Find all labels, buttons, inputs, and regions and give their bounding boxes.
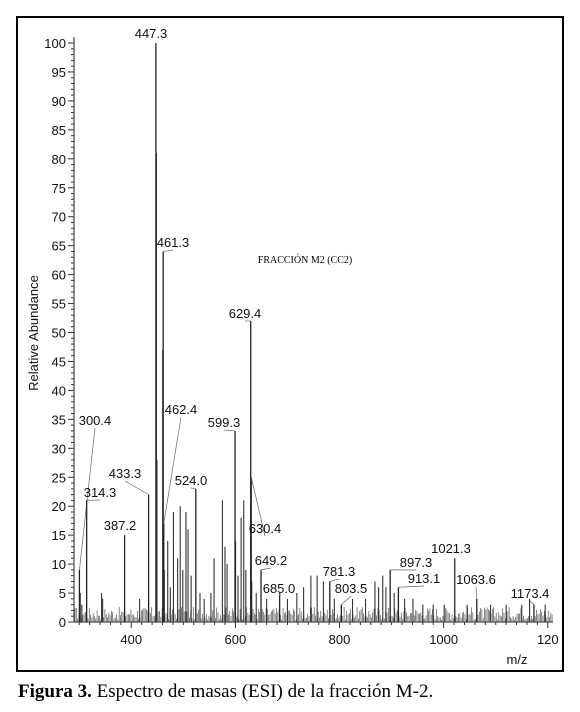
y-tick-label: 20 [52,499,66,514]
y-tick-label: 90 [52,94,66,109]
peak-leader-line [163,249,174,252]
peak-label: 1173.4 [511,586,550,601]
tick-labels: 0 5 10 15 20 25 30 35 40 45 50 55 60 65 70 75 80 85 90 95 10… [44,36,558,647]
noise-trace [74,607,553,622]
peak-label: 462.4 [165,402,198,417]
y-tick-label: 80 [52,152,66,167]
x-axis-label: m/z [507,652,528,667]
peak-label: 1063.6 [456,572,496,587]
caption-text: Espectro de masas (ESI) de la fracción M… [91,681,434,702]
y-tick-label: 50 [52,326,66,341]
baseline-noise [74,607,553,622]
peak-leader-line [79,427,96,570]
x-tick-label: 1000 [429,632,458,647]
y-tick-label: 25 [52,470,66,485]
y-tick-label: 65 [52,239,66,254]
minor-peaks [79,153,546,622]
y-tick-label: 75 [52,181,66,196]
peak-leader-line [341,595,352,605]
y-tick-label: 95 [52,65,66,80]
peak-leader-line [475,586,478,599]
y-tick-label: 55 [52,297,66,312]
x-tick-label: 600 [225,632,247,647]
x-tick-label: 800 [329,632,351,647]
peak-label: 461.3 [157,235,190,250]
y-tick-label: 70 [52,210,66,225]
peak-label: 685.0 [263,581,296,596]
peak-leader-line [260,567,272,571]
peak-label: 897.3 [400,555,433,570]
peak-leader-line [329,578,340,582]
peak-leader-line [278,592,280,597]
y-tick-label: 5 [59,586,66,601]
labeled-peaks: 447.3 461.3 629.4 599.3 462.4 300.4 433.3 314.3… [79,26,550,622]
y-tick-label: 45 [52,354,66,369]
peak-leader-line [223,429,236,432]
peak-label: 1021.3 [431,541,471,556]
chart-title: FRACCIÓN M2 (CC2) [258,254,352,266]
peak-label: 599.3 [208,415,241,430]
peak-leader-line [398,585,425,588]
y-tick-label: 30 [52,441,66,456]
peak-leader-line [163,416,182,524]
peak-label: 781.3 [323,564,356,579]
peak-label: 433.3 [109,466,142,481]
peak-label: 803.5 [335,581,368,596]
peak-label: 314.3 [84,485,117,500]
x-tick-label: 400 [120,632,142,647]
peak-label: 630.4 [249,521,282,536]
peak-label: 387.2 [104,518,137,533]
y-tick-label: 35 [52,412,66,427]
peak-leader-line [124,480,149,495]
y-tick-label: 40 [52,383,66,398]
x-tick-label: 120 [537,632,559,647]
peak-label: 629.4 [229,306,262,321]
y-tick-label: 10 [52,557,66,572]
peak-label: 649.2 [255,553,288,568]
y-tick-label: 15 [52,528,66,543]
figure-frame [16,16,564,672]
caption-label: Figura 3. [18,681,92,702]
peak-label: 300.4 [79,413,112,428]
figure-caption: Figura 3. Espectro de masas (ESI) de la … [18,681,566,703]
chart-axes [68,37,553,628]
y-tick-label: 85 [52,123,66,138]
peak-leader-line [250,477,266,537]
y-tick-label: 0 [59,615,66,630]
y-tick-label: 60 [52,268,66,283]
peak-leader-line [190,487,196,490]
y-tick-label: 100 [44,36,66,51]
peak-leader-line [529,600,535,605]
peak-label: 524.0 [175,473,208,488]
mass-spectrum-chart: 447.3 461.3 629.4 599.3 462.4 300.4 433.3 314.3… [26,26,559,667]
peak-label: 913.1 [408,571,441,586]
y-axis-label: Relative Abundance [26,275,41,391]
peak-label: 447.3 [135,26,168,41]
